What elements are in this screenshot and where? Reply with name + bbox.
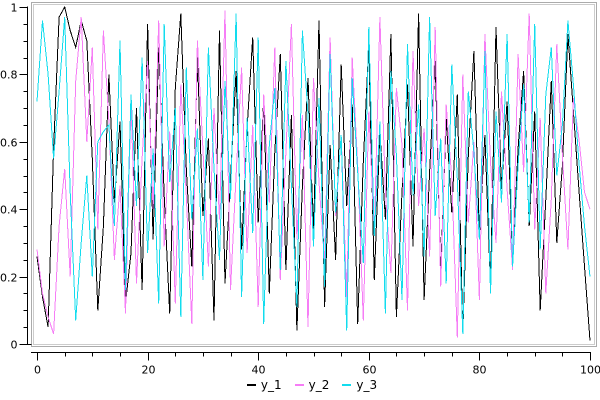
axes <box>19 6 591 361</box>
legend-item-y_1: y_1 <box>246 378 282 392</box>
series-lines <box>36 5 591 341</box>
legend-label-y_3: y_3 <box>356 378 378 392</box>
x-tick-label: 20 <box>142 364 156 377</box>
legend-item-y_3: y_3 <box>342 378 377 392</box>
x-tick-label: 80 <box>473 364 487 377</box>
axis-labels: 0 0.2 0.4 0.6 0.8 1 0 20 40 60 80 100 <box>0 2 600 377</box>
x-tick-label: 100 <box>580 364 600 377</box>
y-tick-label: 0 <box>11 339 18 352</box>
y-tick-label: 0.8 <box>0 69 18 82</box>
legend-line-sample-y_2 <box>294 384 304 386</box>
plot-frame <box>31 2 597 347</box>
frame-outer-border <box>31 2 597 347</box>
x-tick-label: 0 <box>34 364 41 377</box>
legend-item-y_2: y_2 <box>294 378 330 392</box>
series-line-y_1 <box>36 5 591 341</box>
series-line-y_3 <box>36 13 591 334</box>
x-tick-label: 40 <box>252 364 266 377</box>
y-tick-label: 0.6 <box>0 137 18 150</box>
y-tick-label: 1 <box>11 2 18 15</box>
y-axis-line <box>27 6 32 345</box>
legend-line-sample-y_1 <box>246 384 256 386</box>
legend-label-y_2: y_2 <box>308 378 330 392</box>
legend: y_1 y_2 y_3 <box>12 376 600 394</box>
y-tick-label: 0.2 <box>0 272 18 285</box>
frame-inner-border <box>33 4 595 345</box>
x-tick-label: 60 <box>363 364 377 377</box>
legend-label-y_1: y_1 <box>260 378 282 392</box>
legend-line-sample-y_3 <box>342 384 352 386</box>
y-tick-label: 0.4 <box>0 204 18 217</box>
